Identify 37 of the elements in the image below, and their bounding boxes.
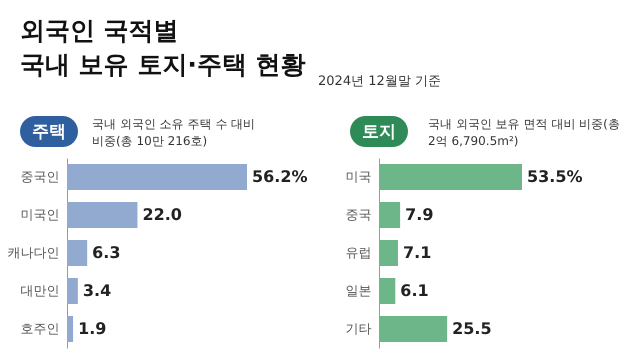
bar — [379, 164, 522, 190]
chart-title: 주택 — [20, 116, 78, 147]
bar — [379, 202, 400, 228]
text: 외국인 국적별 — [20, 15, 179, 47]
bar — [67, 316, 74, 342]
bar — [67, 202, 138, 228]
y-tick-label: 캐나다인 — [8, 246, 60, 261]
data-label: 25.5 — [452, 319, 492, 338]
y-tick-label: 중국인 — [20, 170, 60, 185]
bar — [379, 278, 396, 304]
text: 국내 보유 토지·주택 현황 — [20, 49, 306, 81]
bar — [67, 278, 78, 304]
bar — [67, 240, 88, 266]
data-label: 53.5% — [527, 167, 583, 186]
y-tick-label: 유럽 — [346, 246, 372, 261]
y-tick-label: 대만인 — [20, 284, 60, 299]
bar — [67, 164, 247, 190]
y-tick-label: 미국 — [346, 170, 372, 185]
data-label: 3.4 — [82, 281, 112, 300]
y-tick-label: 중국 — [346, 208, 372, 223]
bar — [379, 240, 398, 266]
data-label: 7.9 — [405, 205, 434, 224]
y-tick-label: 일본 — [346, 284, 372, 299]
chart-subtitle: 국내 외국인 보유 면적 대비 비중(총 2억 6,790.5m²) — [428, 116, 621, 150]
data-label: 6.1 — [400, 281, 429, 300]
y-tick-label: 미국인 — [20, 208, 60, 223]
data-label: 56.2% — [252, 167, 308, 186]
data-label: 6.3 — [92, 243, 121, 262]
y-tick-label: 기타 — [346, 322, 372, 337]
bar — [379, 316, 448, 342]
data-label: 7.1 — [402, 243, 432, 262]
chart-subtitle: 국내 외국인 소유 주택 수 대비 비중(총 10만 216호) — [92, 116, 256, 150]
data-label: 1.9 — [78, 319, 106, 338]
chart-title: 토지 — [350, 116, 408, 147]
text: 2024년 12월말 기준 — [318, 73, 441, 90]
data-label: 22.0 — [142, 205, 182, 224]
y-tick-label: 호주인 — [20, 322, 60, 337]
